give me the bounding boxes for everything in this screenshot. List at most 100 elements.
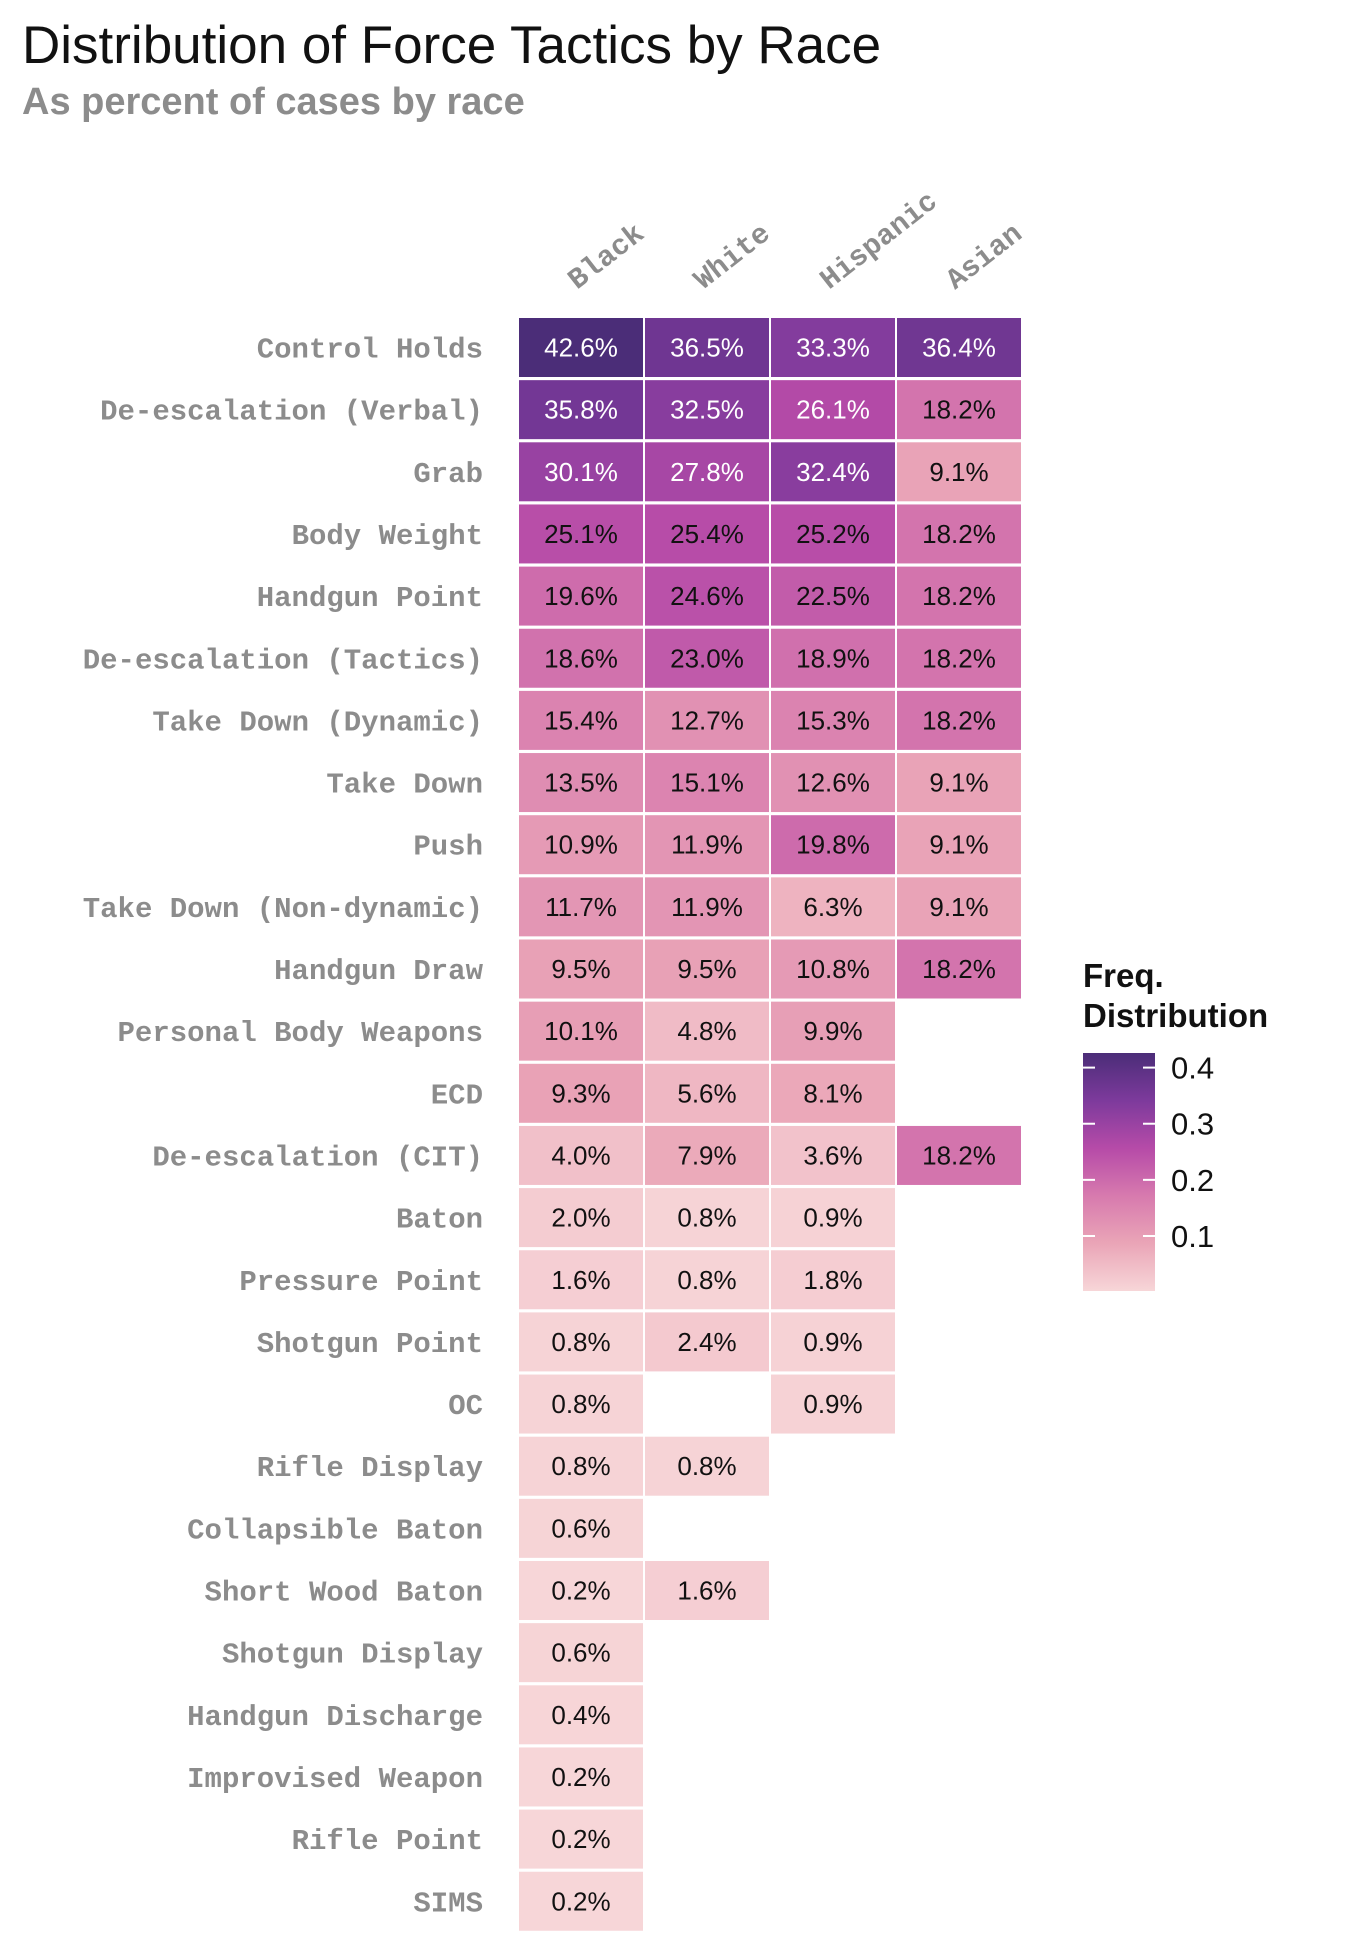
legend-tick-label: 0.4 <box>1171 1051 1214 1086</box>
heatmap-cell <box>519 1063 643 1123</box>
cell-value-label: 9.1% <box>929 892 988 922</box>
cell-value-label: 2.0% <box>551 1203 610 1233</box>
heatmap-cell <box>519 1809 643 1869</box>
heatmap-cell <box>519 1312 643 1372</box>
heatmap-cell <box>519 504 643 564</box>
heatmap-cell <box>645 1063 769 1123</box>
heatmap-cell <box>897 815 1021 875</box>
cell-value-label: 25.4% <box>670 519 744 549</box>
column-label-asian: Asian <box>940 218 1029 298</box>
cell-value-label: 18.2% <box>922 581 996 611</box>
heatmap-cell <box>519 318 643 377</box>
chart-subtitle: As percent of cases by race <box>22 81 525 123</box>
heatmap-cell <box>771 1188 895 1248</box>
heatmap-cell <box>645 1125 769 1185</box>
cell-value-label: 32.5% <box>670 395 744 425</box>
heatmap-cell <box>519 1498 643 1558</box>
heatmap-cell <box>519 1436 643 1496</box>
heatmap-cell <box>771 1250 895 1310</box>
cell-value-label: 3.6% <box>803 1140 862 1170</box>
cell-value-label: 10.9% <box>544 830 618 860</box>
heatmap-cell <box>519 1685 643 1745</box>
heatmap-cell <box>645 442 769 502</box>
cell-value-label: 0.6% <box>551 1513 610 1543</box>
cell-value-label: 0.8% <box>551 1451 610 1481</box>
heatmap-cell <box>519 1871 643 1931</box>
heatmap-cell <box>519 1623 643 1683</box>
heatmap-cell <box>645 753 769 813</box>
heatmap-cell <box>645 939 769 999</box>
row-label: Body Weight <box>292 520 483 553</box>
heatmap-cell <box>897 690 1021 750</box>
cell-value-label: 9.5% <box>551 954 610 984</box>
legend-tick-label: 0.1 <box>1171 1219 1214 1254</box>
heatmap-cell <box>897 628 1021 688</box>
heatmap-cells: 42.6% 36.5% 33.3% 36.4% 35.8% 32.5% 26.1% 18.2%… <box>519 318 1021 1931</box>
cell-value-label: 1.6% <box>677 1576 736 1606</box>
heatmap-cell <box>645 815 769 875</box>
row-label: Pressure Point <box>239 1266 483 1299</box>
row-label: Grab <box>413 458 483 491</box>
cell-value-label: 25.2% <box>796 519 870 549</box>
cell-value-label: 9.9% <box>803 1016 862 1046</box>
row-label: ECD <box>431 1079 483 1112</box>
cell-value-label: 9.5% <box>677 954 736 984</box>
cell-value-label: 25.1% <box>544 519 618 549</box>
heatmap-cell <box>897 939 1021 999</box>
cell-value-label: 0.8% <box>677 1265 736 1295</box>
heatmap-cell <box>897 442 1021 502</box>
cell-value-label: 0.2% <box>551 1576 610 1606</box>
cell-value-label: 9.1% <box>929 457 988 487</box>
cell-value-label: 5.6% <box>677 1078 736 1108</box>
column-label-hispanic: Hispanic <box>814 185 944 297</box>
cell-value-label: 0.9% <box>803 1327 862 1357</box>
row-label: Handgun Discharge <box>187 1701 483 1734</box>
row-label: Shotgun Display <box>222 1639 483 1672</box>
cell-value-label: 24.6% <box>670 581 744 611</box>
row-label: Short Wood Baton <box>205 1577 483 1610</box>
heatmap-cell <box>771 1374 895 1434</box>
cell-value-label: 8.1% <box>803 1078 862 1108</box>
heatmap-cell <box>771 877 895 937</box>
cell-value-label: 15.4% <box>544 705 618 735</box>
cell-value-label: 4.8% <box>677 1016 736 1046</box>
heatmap-cell <box>645 318 769 377</box>
cell-value-label: 0.8% <box>551 1327 610 1357</box>
heatmap-cell <box>519 1561 643 1620</box>
column-label-black: Black <box>562 218 651 298</box>
cell-value-label: 23.0% <box>670 643 744 673</box>
heatmap-cell <box>645 628 769 688</box>
heatmap-cell <box>519 690 643 750</box>
cell-value-label: 18.2% <box>922 395 996 425</box>
heatmap-cell <box>771 380 895 440</box>
cell-value-label: 0.6% <box>551 1638 610 1668</box>
heatmap-cell <box>519 1250 643 1310</box>
legend-tick-label: 0.3 <box>1171 1107 1214 1142</box>
row-label: Take Down (Dynamic) <box>152 706 483 739</box>
cell-value-label: 9.1% <box>929 768 988 798</box>
cell-value-label: 27.8% <box>670 457 744 487</box>
cell-value-label: 19.6% <box>544 581 618 611</box>
cell-value-label: 9.3% <box>551 1078 610 1108</box>
row-label: Control Holds <box>257 334 483 367</box>
heatmap-cell <box>519 1374 643 1434</box>
cell-value-label: 18.2% <box>922 705 996 735</box>
heatmap-cell <box>519 939 643 999</box>
heatmap-cell <box>771 939 895 999</box>
cell-value-label: 18.9% <box>796 643 870 673</box>
cell-value-label: 6.3% <box>803 892 862 922</box>
row-label: Personal Body Weapons <box>118 1017 483 1050</box>
cell-value-label: 42.6% <box>544 333 618 363</box>
row-label: Collapsible Baton <box>187 1514 483 1547</box>
row-label: Baton <box>396 1204 483 1237</box>
row-label: De-escalation (Tactics) <box>83 644 483 677</box>
cell-value-label: 10.8% <box>796 954 870 984</box>
heatmap-cell <box>519 1001 643 1061</box>
cell-value-label: 0.8% <box>677 1451 736 1481</box>
heatmap-cell <box>645 1250 769 1310</box>
legend-ticks: 0.1 0.2 0.3 0.4 <box>1083 1051 1214 1254</box>
cell-value-label: 10.1% <box>544 1016 618 1046</box>
heatmap-cell <box>645 690 769 750</box>
